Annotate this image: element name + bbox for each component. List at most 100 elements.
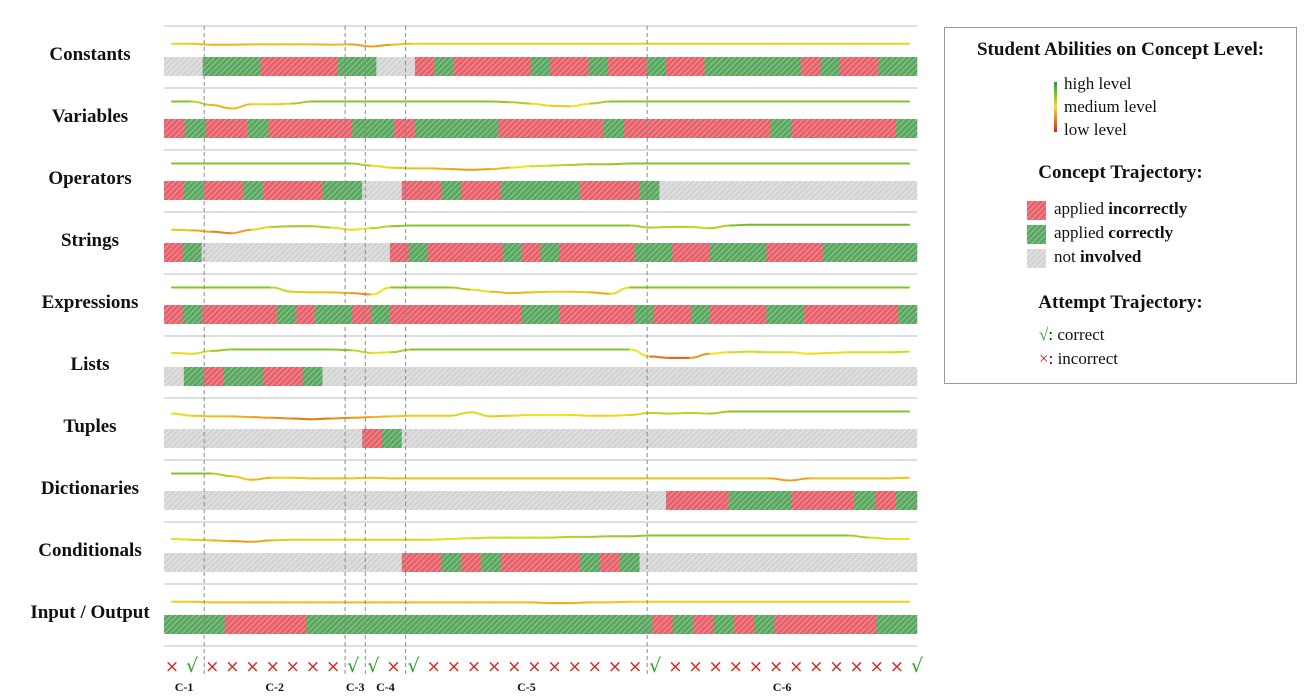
ability-curve-segment: [629, 224, 652, 229]
attempt-incorrect-icon: ×: [547, 657, 561, 677]
trajectory-segment: [521, 305, 560, 324]
ability-curve-segment: [330, 226, 353, 231]
ability-curve-segment: [290, 290, 313, 294]
ability-curve-segment: [171, 538, 193, 541]
trajectory-segment: [164, 553, 403, 572]
trajectory-segment: [268, 119, 353, 138]
ability-curve-segment: [509, 101, 532, 105]
trajectory-segment: [588, 57, 609, 76]
problem-label: C-4: [376, 680, 395, 694]
trajectory-segment: [672, 243, 711, 262]
trajectory-segment: [314, 305, 353, 324]
ability-curve-segment: [390, 348, 412, 354]
concept-label: Variables: [52, 106, 128, 127]
swatch-incorrect: [1027, 201, 1046, 220]
ability-curve-segment: [529, 102, 552, 107]
trajectory-segment: [774, 615, 877, 634]
trajectory-segment: [184, 119, 207, 138]
attempt-incorrect-icon: ×: [809, 657, 823, 677]
trajectory-segment: [201, 243, 391, 262]
attempt-incorrect-icon: ×: [608, 657, 622, 677]
ability-curve-segment: [290, 476, 313, 480]
trajectory-segment: [822, 243, 918, 262]
trajectory-segment: [352, 305, 372, 324]
attempt-incorrect-icon: ×: [427, 657, 441, 677]
concept-label: Strings: [61, 230, 119, 251]
ability-curve-segment: [649, 225, 671, 229]
concept-label: Operators: [48, 168, 131, 189]
attempt-incorrect-icon: ×: [749, 657, 763, 677]
attempt-incorrect-icon: ×: [487, 657, 501, 677]
ability-curve-segment: [569, 102, 592, 108]
trajectory-segment: [164, 491, 667, 510]
problem-label: C-5: [517, 680, 536, 694]
trajectory-segment: [453, 57, 532, 76]
legend-low-level: low level: [1064, 120, 1127, 139]
check-icon: √: [1039, 325, 1049, 344]
swatch-not-involved: [1027, 249, 1046, 268]
trajectory-segment: [500, 181, 581, 200]
attempt-incorrect-icon: ×: [245, 657, 259, 677]
ability-gradient-bar: [1054, 82, 1057, 132]
attempt-incorrect-icon: ×: [568, 657, 582, 677]
ability-curve-segment: [171, 228, 193, 232]
concept-row-lists: Lists: [70, 348, 918, 386]
trajectory-segment: [666, 491, 730, 510]
attempt-incorrect-icon: ×: [447, 657, 461, 677]
ability-curve-segment: [330, 348, 353, 352]
ability-curve-segment: [230, 475, 253, 481]
trajectory-segment: [559, 243, 635, 262]
ability-curve-segment: [370, 415, 393, 419]
trajectory-segment: [401, 429, 918, 448]
trajectory-segment: [427, 243, 504, 262]
trajectory-segment: [521, 243, 541, 262]
trajectory-segment: [164, 119, 186, 138]
ability-curve-segment: [250, 539, 273, 543]
trajectory-segment: [791, 119, 897, 138]
attempt-incorrect-icon: ×: [708, 657, 722, 677]
trajectory-segment: [502, 243, 522, 262]
ability-curve-segment: [210, 348, 233, 352]
trajectory-segment: [389, 305, 522, 324]
ability-curve-segment: [250, 476, 273, 481]
trajectory-segment: [639, 553, 918, 572]
ability-curve-segment: [469, 168, 492, 171]
trajectory-segment: [381, 429, 403, 448]
ability-curve-segment: [449, 168, 472, 171]
ability-curve-segment: [370, 476, 393, 480]
concept-row-input-output: Input / Output: [30, 600, 918, 634]
trajectory-segment: [713, 615, 735, 634]
ability-curve-segment: [589, 291, 612, 295]
attempt-incorrect-icon: ×: [870, 657, 884, 677]
trajectory-segment: [608, 57, 647, 76]
trajectory-segment: [306, 615, 653, 634]
attempt-incorrect-icon: ×: [829, 657, 843, 677]
ability-curve-segment: [429, 538, 452, 541]
trajectory-segment: [441, 181, 462, 200]
trajectory-segment: [247, 119, 269, 138]
ability-curve-segment: [190, 414, 213, 418]
attempt-incorrect-icon: ×: [467, 657, 481, 677]
ability-curve-segment: [569, 290, 592, 294]
legend-medium-level: medium level: [1064, 97, 1158, 116]
trajectory-segment: [434, 57, 454, 76]
trajectory-segment: [223, 367, 264, 386]
attempt-incorrect-icon: ×: [688, 657, 702, 677]
ability-curve-segment: [629, 411, 652, 416]
ability-curve-segment: [370, 164, 393, 169]
trajectory-segment: [243, 181, 264, 200]
ability-curve-segment: [469, 536, 492, 540]
trajectory-segment: [415, 57, 435, 76]
ability-curve-segment: [350, 416, 373, 419]
attempt-incorrect-icon: ×: [628, 657, 642, 677]
ability-curve-segment: [270, 225, 293, 228]
concept-label: Lists: [70, 354, 109, 375]
concept-label: Input / Output: [30, 602, 150, 623]
attempt-incorrect-icon: ×: [225, 657, 239, 677]
trajectory-segment: [183, 181, 204, 200]
concept-row-variables: Variables: [52, 100, 918, 138]
ability-curve-segment: [469, 411, 492, 418]
trajectory-segment: [498, 119, 604, 138]
ability-curve-segment: [190, 100, 213, 106]
ability-curve-segment: [549, 163, 572, 167]
